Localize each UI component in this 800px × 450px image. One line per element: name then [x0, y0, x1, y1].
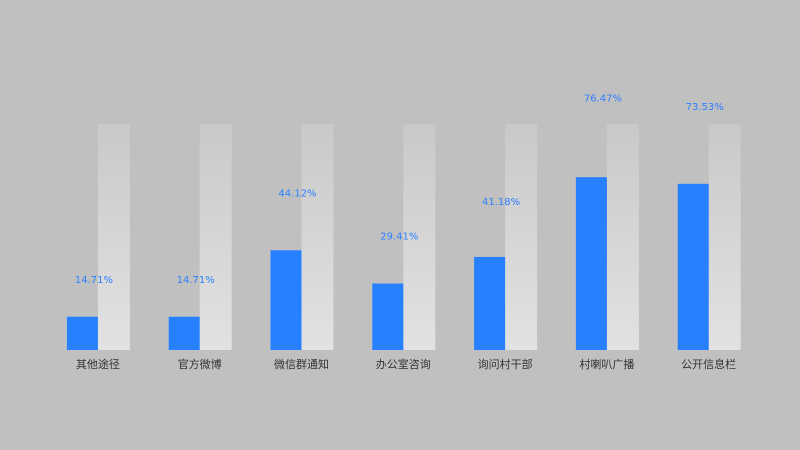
track-bar: [708, 124, 741, 350]
value-label: 41.18%: [482, 197, 520, 208]
x-tick-label: 公开信息栏: [681, 357, 736, 371]
track-bar: [97, 124, 130, 350]
track-bar: [301, 124, 334, 350]
value-label: 14.71%: [75, 275, 113, 286]
x-tick-label: 村喇叭广播: [579, 357, 634, 371]
track-bar: [505, 124, 538, 350]
value-label: 29.41%: [380, 232, 418, 243]
bar: [66, 316, 98, 350]
track-bar: [199, 124, 232, 350]
value-label: 73.53%: [686, 102, 724, 113]
x-tick-label: 其他途径: [76, 357, 120, 371]
value-label: 14.71%: [177, 275, 215, 286]
x-tick-label: 微信群通知: [274, 357, 329, 371]
bar: [372, 283, 404, 350]
bar: [168, 316, 200, 350]
x-tick-label: 官方微博: [178, 357, 222, 371]
x-tick-label: 询问村干部: [478, 357, 533, 371]
bar: [474, 256, 506, 350]
bar: [575, 177, 607, 350]
bar: [677, 183, 709, 350]
value-label: 76.47%: [584, 93, 622, 104]
x-tick-label: 办公室咨询: [376, 357, 431, 371]
bar: [270, 250, 302, 350]
track-bar: [606, 124, 639, 350]
track-bar: [403, 124, 436, 350]
value-label: 44.12%: [278, 188, 316, 199]
